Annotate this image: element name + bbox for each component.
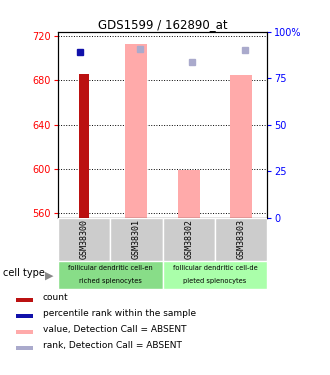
Text: riched splenocytes: riched splenocytes xyxy=(79,278,142,284)
Text: cell type: cell type xyxy=(3,268,45,278)
Bar xyxy=(162,261,267,289)
Text: value, Detection Call = ABSENT: value, Detection Call = ABSENT xyxy=(43,325,186,334)
Text: GSM38303: GSM38303 xyxy=(237,219,246,259)
Text: follicular dendritic cell-en: follicular dendritic cell-en xyxy=(68,266,152,272)
Bar xyxy=(16,330,33,334)
Text: GSM38300: GSM38300 xyxy=(80,219,88,259)
Bar xyxy=(16,346,33,350)
Text: GSM38301: GSM38301 xyxy=(132,219,141,259)
Text: follicular dendritic cell-de: follicular dendritic cell-de xyxy=(173,266,257,272)
Text: percentile rank within the sample: percentile rank within the sample xyxy=(43,309,196,318)
Bar xyxy=(125,44,147,218)
Text: count: count xyxy=(43,293,68,302)
Text: ▶: ▶ xyxy=(45,271,53,281)
Bar xyxy=(16,298,33,302)
Bar xyxy=(162,217,215,261)
Bar xyxy=(58,217,110,261)
Text: pleted splenocytes: pleted splenocytes xyxy=(183,278,247,284)
Bar xyxy=(110,217,162,261)
Bar xyxy=(230,75,252,217)
Bar xyxy=(215,217,267,261)
Bar xyxy=(58,261,162,289)
Bar xyxy=(178,170,200,217)
Bar xyxy=(79,74,89,217)
Text: GSM38302: GSM38302 xyxy=(184,219,193,259)
Bar xyxy=(16,314,33,318)
Title: GDS1599 / 162890_at: GDS1599 / 162890_at xyxy=(98,18,227,31)
Text: rank, Detection Call = ABSENT: rank, Detection Call = ABSENT xyxy=(43,340,182,350)
